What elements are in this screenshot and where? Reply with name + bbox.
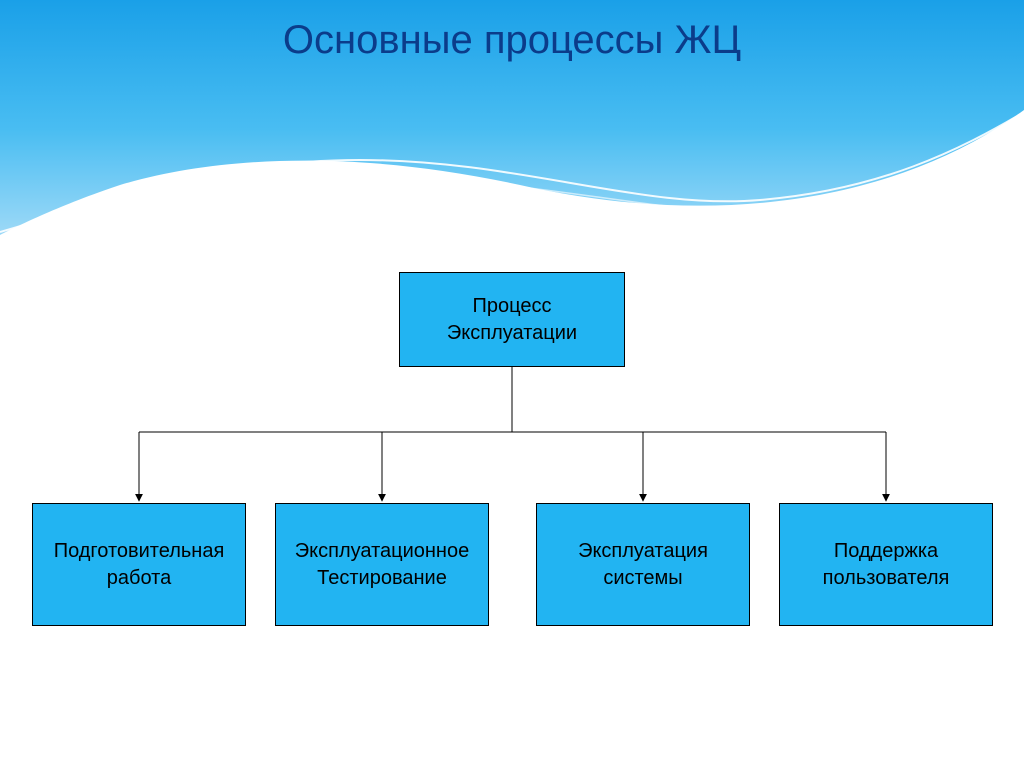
tree-child-node-2: ЭксплуатационноеТестирование (275, 503, 489, 626)
tree-root-node: ПроцессЭксплуатации (399, 272, 625, 367)
tree-child-node-4: Поддержкапользователя (779, 503, 993, 626)
slide-title: Основные процессы ЖЦ (0, 18, 1024, 63)
tree-child-node-1: Подготовительнаяработа (32, 503, 246, 626)
slide: Основные процессы ЖЦ ПроцессЭксплуатации… (0, 0, 1024, 768)
tree-child-node-3: Эксплуатациясистемы (536, 503, 750, 626)
